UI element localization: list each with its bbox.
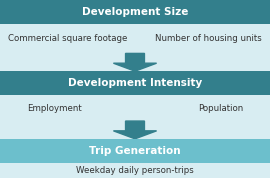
Text: Development Intensity: Development Intensity bbox=[68, 78, 202, 88]
Bar bbox=[0, 139, 270, 163]
Bar bbox=[0, 24, 270, 53]
Text: Commercial square footage: Commercial square footage bbox=[8, 34, 127, 43]
Polygon shape bbox=[113, 53, 157, 71]
Text: Trip Generation: Trip Generation bbox=[89, 146, 181, 156]
Bar bbox=[0, 71, 270, 95]
Bar bbox=[0, 0, 270, 24]
Polygon shape bbox=[113, 121, 157, 139]
Text: Population: Population bbox=[198, 104, 243, 113]
Text: Number of housing units: Number of housing units bbox=[155, 34, 262, 43]
Text: Development Size: Development Size bbox=[82, 7, 188, 17]
Bar bbox=[0, 163, 270, 178]
Text: Employment: Employment bbox=[27, 104, 82, 113]
Bar bbox=[0, 95, 270, 121]
Text: Weekday daily person-trips: Weekday daily person-trips bbox=[76, 166, 194, 175]
